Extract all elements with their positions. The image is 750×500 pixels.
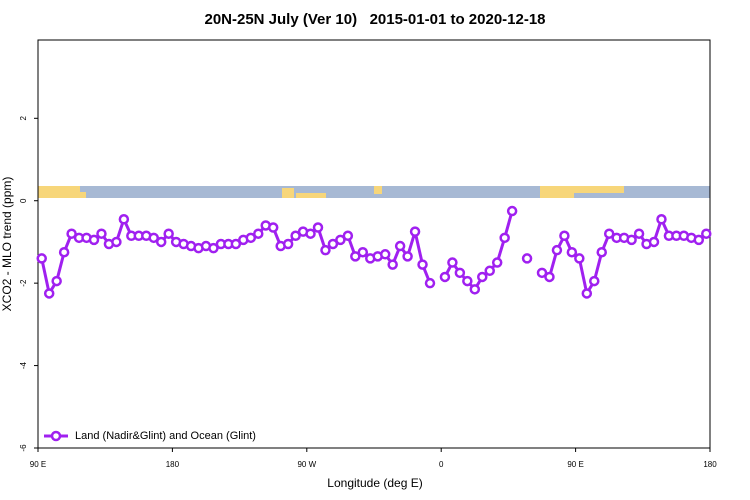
y-axis-label: XCO2 - MLO trend (ppm) — [0, 177, 14, 312]
data-point — [544, 271, 555, 283]
x-tick-label: 90 E — [30, 460, 46, 469]
data-point — [290, 230, 301, 242]
data-point — [327, 238, 339, 250]
data-point — [559, 230, 570, 242]
data-point — [245, 232, 257, 244]
series-line — [541, 217, 708, 295]
data-point — [439, 271, 451, 283]
data-point — [521, 253, 533, 264]
data-point — [701, 228, 712, 239]
data-point — [320, 244, 331, 256]
data-point — [409, 226, 421, 237]
data-point — [43, 288, 55, 299]
y-tick-label: 0 — [19, 198, 28, 203]
data-point — [626, 234, 637, 246]
x-tick-label: 90 E — [567, 460, 583, 469]
data-point — [424, 277, 436, 289]
data-point — [566, 246, 578, 258]
data-point — [379, 249, 391, 260]
chart-title: 20N-25N July (Ver 10) 2015-01-01 to 2020… — [204, 11, 545, 28]
data-point — [477, 271, 488, 283]
y-tick-label: -4 — [19, 361, 28, 369]
map-strip — [38, 186, 710, 198]
data-point — [484, 265, 495, 277]
data-point — [656, 214, 667, 225]
data-point — [96, 228, 107, 239]
x-axis-label: Longitude (deg E) — [327, 476, 422, 490]
data-point — [230, 238, 242, 250]
data-point — [417, 259, 428, 270]
data-point — [350, 251, 361, 262]
data-point — [387, 259, 398, 270]
y-tick-label: 2 — [19, 116, 28, 121]
data-point — [648, 236, 660, 248]
data-point — [312, 222, 324, 233]
data-point — [163, 228, 174, 239]
data-point — [633, 228, 645, 239]
data-point — [118, 214, 130, 225]
data-point — [574, 253, 585, 264]
data-point — [551, 244, 563, 256]
data-point — [155, 236, 167, 248]
data-point — [394, 240, 406, 252]
y-tick-label: -6 — [19, 444, 28, 452]
data-point — [111, 236, 122, 248]
x-tick-label: 180 — [166, 460, 180, 469]
data-point — [148, 232, 159, 244]
data-point — [305, 228, 316, 239]
data-point — [402, 251, 413, 262]
data-point — [51, 275, 62, 287]
data-point — [357, 246, 369, 258]
series-line — [443, 210, 514, 291]
data-point — [253, 228, 264, 239]
data-point — [66, 228, 77, 239]
data-point — [693, 234, 705, 246]
data-point — [491, 257, 503, 268]
data-point — [447, 257, 458, 268]
data-point — [88, 234, 100, 246]
data-point — [603, 228, 615, 239]
data-point — [596, 246, 607, 258]
x-tick-label: 0 — [439, 460, 444, 469]
data-point — [499, 232, 510, 244]
data-point — [58, 246, 70, 258]
plot-frame — [37, 39, 711, 449]
data-point — [506, 205, 518, 217]
data-point — [282, 238, 294, 250]
x-tick-label: 90 W — [297, 460, 316, 469]
data-point — [581, 288, 593, 299]
data-point — [335, 234, 346, 246]
data-point — [469, 284, 481, 295]
y-tick-label: -2 — [19, 279, 28, 287]
legend-marker — [50, 430, 62, 442]
data-point — [536, 267, 548, 279]
data-point — [267, 222, 279, 233]
data-point — [589, 275, 600, 287]
x-tick-label: 180 — [703, 460, 717, 469]
data-point — [342, 230, 354, 242]
data-point — [208, 242, 219, 254]
data-point — [36, 253, 47, 264]
data-point — [462, 275, 473, 287]
legend-label: Land (Nadir&Glint) and Ocean (Glint) — [75, 430, 256, 442]
data-point — [454, 267, 466, 279]
